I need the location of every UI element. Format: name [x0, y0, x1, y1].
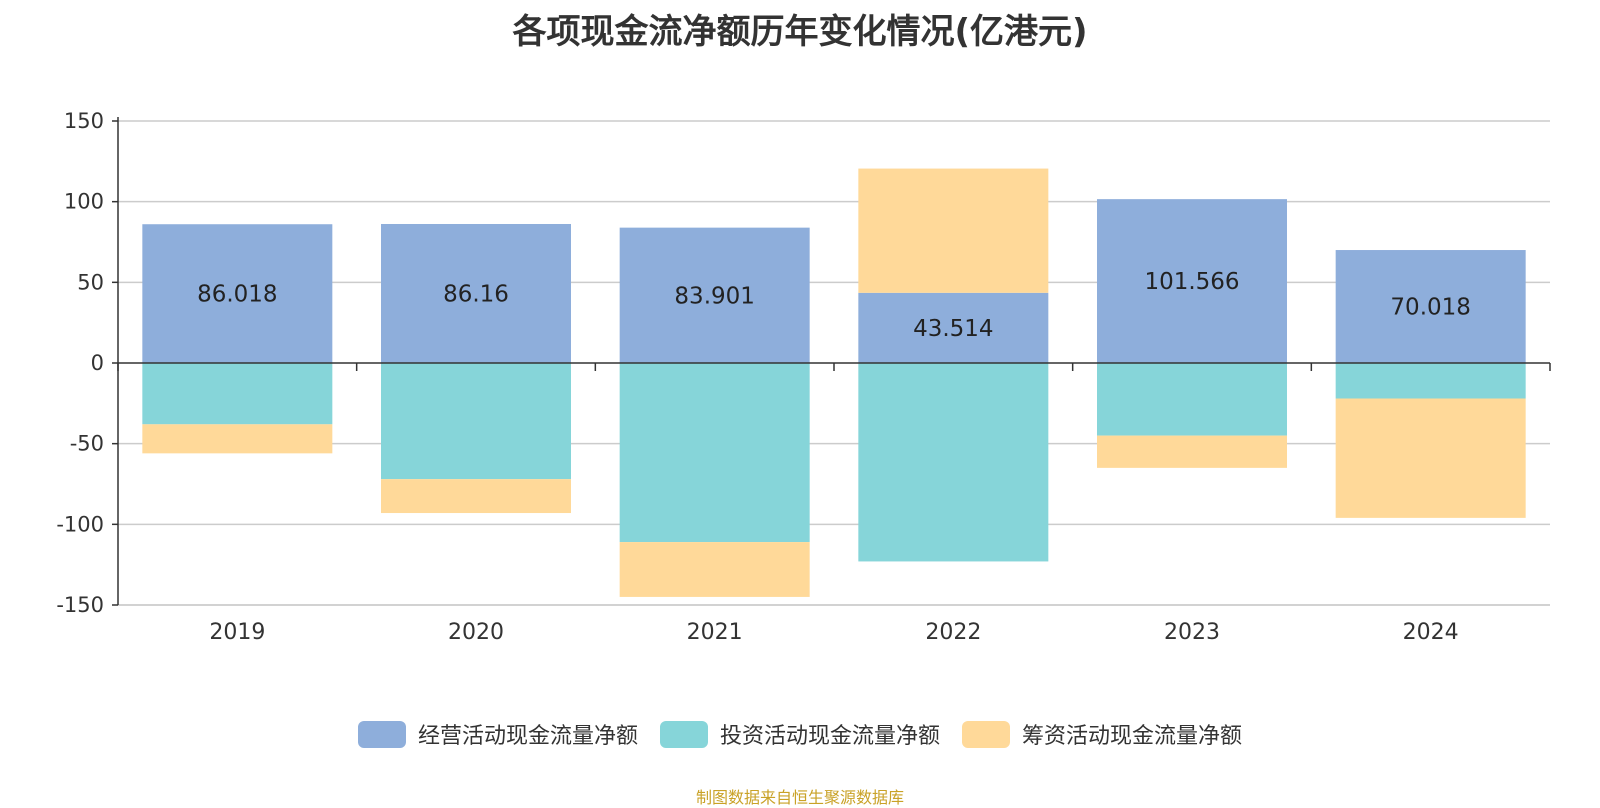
x-tick-label: 2022: [925, 620, 981, 645]
bar-2024-series-2[interactable]: [1335, 398, 1526, 518]
x-tick-label: 2024: [1403, 620, 1459, 645]
bar-2019-series-0[interactable]: [142, 224, 333, 363]
axes: 150 100 50 0 -50 -100 -150 2019 2020 2021 2022 2023…: [56, 109, 1551, 645]
y-tick-label: 0: [91, 351, 104, 375]
bar-2020-series-0[interactable]: [381, 223, 571, 363]
bar-2021-series-1[interactable]: [619, 363, 810, 543]
x-tick-label: 2021: [687, 620, 743, 645]
legend-label-financing: 筹资活动现金流量净额: [1022, 724, 1243, 749]
bar-2024-series-1[interactable]: [1335, 363, 1526, 399]
bar-2023-series-1[interactable]: [1097, 363, 1287, 436]
x-tick-label: 2020: [448, 620, 504, 645]
legend-item-investing[interactable]: 投资活动现金流量净额: [659, 718, 940, 750]
data-label-2019: 86.018: [197, 282, 277, 308]
data-label-2021: 83.901: [674, 283, 754, 309]
legend-label-investing: 投资活动现金流量净额: [719, 724, 940, 749]
bar-2023-series-2[interactable]: [1097, 435, 1287, 468]
bar-2022-series-0[interactable]: [858, 292, 1049, 363]
data-label-2020: 86.16: [443, 281, 509, 307]
bar-2021-series-2[interactable]: [619, 542, 810, 597]
y-tick-label: -150: [56, 593, 104, 617]
legend: 经营活动现金流量净额 投资活动现金流量净额 筹资活动现金流量净额: [0, 718, 1600, 750]
y-tick-label: 100: [64, 190, 104, 214]
bar-2022-series-1[interactable]: [858, 363, 1049, 562]
bar-2023-series-0[interactable]: [1097, 199, 1287, 363]
bar-2019-series-2[interactable]: [142, 424, 333, 454]
data-label-2024: 70.018: [1390, 295, 1470, 321]
legend-item-operating[interactable]: 经营活动现金流量净额: [357, 718, 638, 750]
data-label-2023: 101.566: [1144, 269, 1239, 295]
bar-2020-series-2[interactable]: [381, 479, 571, 514]
grid-lines: [118, 120, 1550, 606]
bars: [142, 168, 1526, 597]
bar-2021-series-0[interactable]: [619, 227, 810, 363]
y-tick-label: 50: [77, 270, 104, 294]
legend-swatch-operating: [357, 720, 406, 748]
legend-swatch-investing: [659, 720, 708, 748]
legend-item-financing[interactable]: 筹资活动现金流量净额: [962, 718, 1242, 750]
bar-2020-series-1[interactable]: [381, 363, 571, 480]
bar-2024-series-0[interactable]: [1335, 250, 1526, 363]
y-tick-label: -100: [56, 512, 104, 536]
legend-swatch-financing: [962, 720, 1010, 748]
data-labels: 86.018 86.16 83.901 43.514 101.566 70.018: [197, 269, 1471, 342]
y-tick-label: -50: [70, 432, 104, 456]
y-tick-label: 150: [64, 109, 104, 133]
legend-label-operating: 经营活动现金流量净额: [417, 724, 638, 749]
chart-title: 各项现金流净额历年变化情况(亿港元): [512, 12, 1088, 52]
bar-2019-series-1[interactable]: [142, 363, 333, 425]
source-note: 制图数据来自恒生聚源数据库: [695, 788, 904, 807]
x-tick-label: 2023: [1164, 620, 1220, 645]
data-label-2022: 43.514: [913, 316, 993, 342]
bar-2022-series-2[interactable]: [858, 168, 1049, 293]
x-tick-label: 2019: [209, 620, 265, 645]
